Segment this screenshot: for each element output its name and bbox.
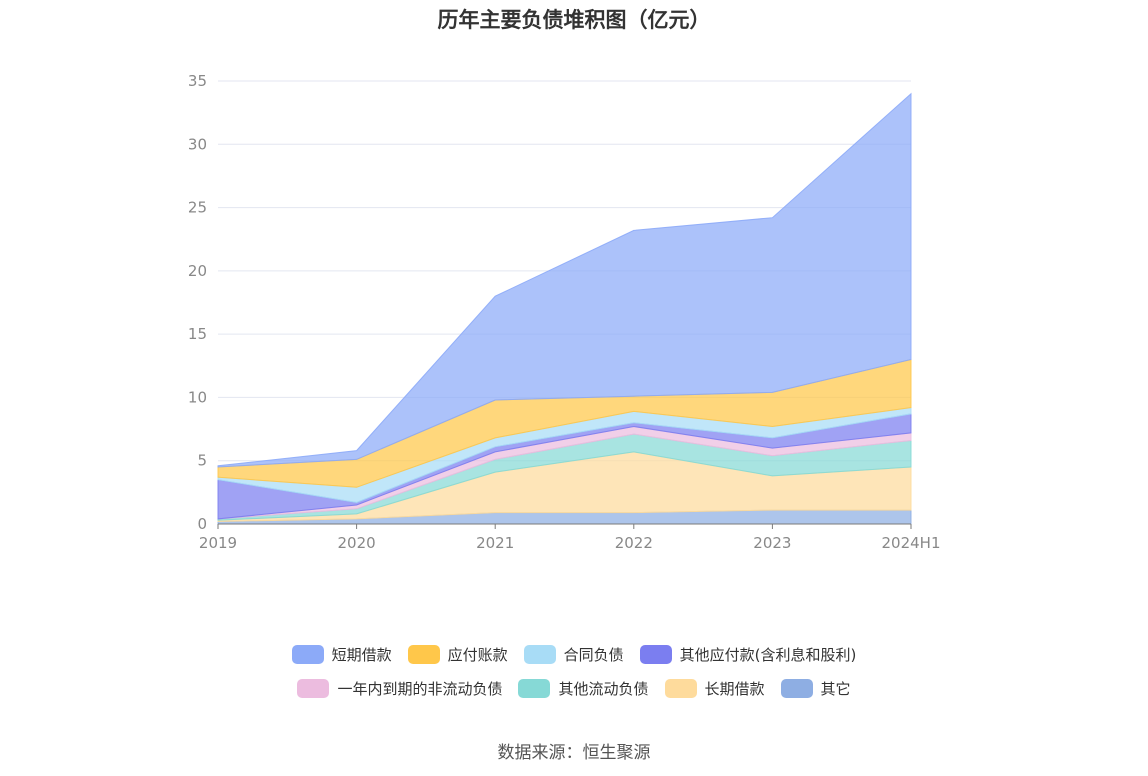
legend-item[interactable]: 应付账款: [407, 644, 508, 665]
legend-label: 其它: [820, 679, 851, 698]
y-tick-label: 30: [188, 135, 207, 153]
x-tick-label: 2022: [615, 534, 653, 552]
x-tick-label: 2020: [338, 534, 376, 552]
legend-row: 短期借款 应付账款 合同负债 其他应付款(含利息和股利): [0, 637, 1148, 671]
x-tick-label: 2023: [753, 534, 791, 552]
legend-swatch: [523, 644, 556, 664]
y-tick-label: 10: [188, 388, 207, 406]
data-source: 数据来源：恒生聚源: [497, 743, 651, 763]
y-tick-label: 25: [188, 199, 207, 217]
y-tick-label: 35: [188, 72, 207, 90]
legend-item[interactable]: 其它: [780, 678, 851, 699]
legend-item[interactable]: 其他应付款(含利息和股利): [639, 644, 857, 665]
legend-item[interactable]: 长期借款: [664, 678, 765, 699]
legend-swatch: [518, 678, 551, 698]
legend-item[interactable]: 短期借款: [291, 644, 392, 665]
legend-swatch: [664, 678, 697, 698]
legend-label: 其他应付款(含利息和股利): [679, 645, 857, 664]
legend-row: 一年内到期的非流动负债 其他流动负债 长期借款 其它: [0, 671, 1148, 705]
legend-label: 短期借款: [331, 645, 392, 664]
x-tick-label: 2024H1: [882, 534, 941, 552]
legend-swatch: [639, 644, 672, 664]
legend: 短期借款 应付账款 合同负债 其他应付款(含利息和股利) 一年内到期的非流动负债 其他流…: [0, 637, 1148, 705]
legend-swatch: [297, 678, 330, 698]
legend-swatch: [407, 644, 440, 664]
y-tick-label: 20: [188, 262, 207, 280]
legend-swatch: [291, 644, 324, 664]
legend-label: 合同负债: [563, 645, 624, 664]
x-tick-label: 2019: [199, 534, 237, 552]
legend-item[interactable]: 其他流动负债: [518, 678, 649, 699]
legend-item[interactable]: 一年内到期的非流动负债: [297, 678, 502, 699]
chart-title: 历年主要负债堆积图（亿元）: [437, 8, 711, 32]
area-series: [217, 92, 912, 525]
area-series-0: [217, 92, 912, 468]
legend-label: 其他流动负债: [558, 679, 649, 698]
legend-label: 应付账款: [447, 645, 508, 664]
axes: 0 5 10 15 20 25 30 35 2019 2020 2021 2022 2023 2024H1: [188, 72, 941, 552]
x-tick-label: 2021: [476, 534, 514, 552]
legend-item[interactable]: 合同负债: [523, 644, 624, 665]
y-tick-label: 5: [197, 452, 207, 470]
legend-label: 长期借款: [704, 679, 765, 698]
stacked-area-chart: 0 5 10 15 20 25 30 35 2019 2020 2021 2022 2023 2024H1: [188, 72, 941, 552]
legend-swatch: [780, 678, 813, 698]
y-tick-label: 15: [188, 325, 207, 343]
y-tick-label: 0: [197, 515, 207, 533]
legend-label: 一年内到期的非流动负债: [337, 679, 503, 698]
